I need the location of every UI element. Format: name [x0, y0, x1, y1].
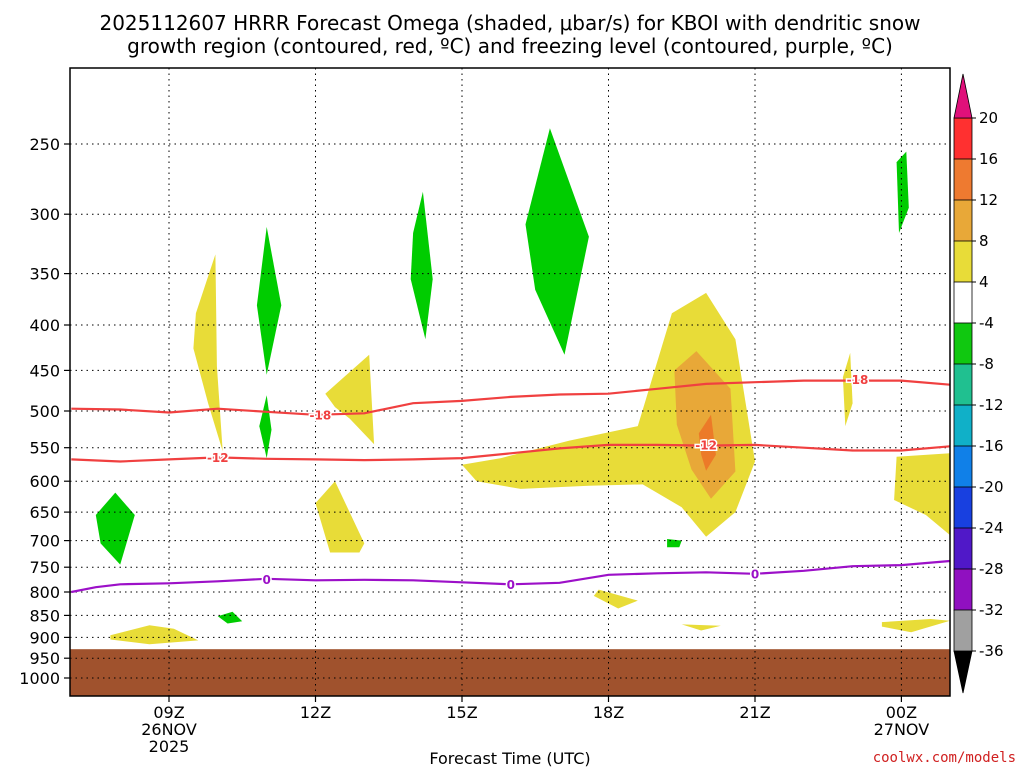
x-tick-label-18Z: 18Z [593, 703, 624, 722]
colorbar-top-arrow [953, 73, 973, 119]
colorbar-segment-7 [953, 404, 973, 447]
colorbar-segment-6 [953, 363, 973, 406]
colorbar-segment-8 [953, 445, 973, 488]
y-axis-ticks: 250 300 350 400 450 500 550 600 650 700 750 800 850 9… [19, 135, 70, 688]
contour-lines [71, 379, 951, 594]
contour-labels: -18 -18 -12 -12 0 0 0 [205, 372, 869, 594]
colorbar: 20 16 12 8 4 -4 -8 -12 -16 -20 -24 -28 -32 -36 [953, 73, 1004, 694]
x-tick-label-15Z: 15Z [446, 703, 477, 722]
omega-region-green-15 [525, 128, 589, 355]
colorbar-label-0: 20 [979, 109, 998, 127]
colorbar-label-4: 4 [979, 273, 989, 291]
y-tick-label-850: 850 [29, 606, 60, 625]
omega-region-yellow-5 [593, 589, 638, 609]
omega-region-yellow-3 [315, 481, 365, 553]
omega-region-green-14 [410, 191, 433, 340]
omega-region-green-12 [256, 226, 282, 375]
colorbar-bottom-arrow [953, 650, 973, 694]
colorbar-label-8: -16 [979, 437, 1004, 455]
y-tick-label-300: 300 [29, 205, 60, 224]
plot-area-background [70, 68, 950, 696]
omega-region-yellow-9 [881, 619, 950, 633]
y-tick-label-900: 900 [29, 628, 60, 647]
x-tick-year-09Z: 2025 [149, 737, 190, 756]
colorbar-segment-11 [953, 568, 973, 611]
omega-region-yellow-2 [325, 354, 375, 445]
plot-frame [69, 67, 951, 697]
colorbar-label-7: -12 [979, 396, 1004, 414]
colorbar-label-9: -20 [979, 478, 1004, 496]
colorbar-label-2: 12 [979, 191, 998, 209]
y-tick-label-250: 250 [29, 135, 60, 154]
colorbar-segment-10 [953, 527, 973, 570]
omega-region-yellow-7 [842, 352, 853, 427]
contour-line-0 [71, 379, 951, 416]
contour-label-2-2: 0 [751, 567, 759, 581]
y-tick-label-1000: 1000 [19, 669, 60, 688]
chart-title-line-1: 2025112607 HRRR Forecast Omega (shaded, … [99, 11, 920, 35]
ground-fill [70, 649, 950, 696]
omega-region-green-16 [95, 492, 135, 565]
colorbar-segment-12 [953, 609, 973, 652]
omega-region-yellow-1 [110, 625, 199, 645]
omega-region-orange-11 [698, 414, 716, 471]
contour-label-2-0: 0 [263, 573, 271, 587]
colorbar-segment-9 [953, 486, 973, 529]
y-tick-label-650: 650 [29, 503, 60, 522]
colorbar-segment-0 [953, 117, 973, 160]
omega-region-yellow-0 [193, 254, 223, 452]
colorbar-label-13: -36 [979, 642, 1004, 660]
colorbar-label-6: -8 [979, 355, 994, 373]
contour-label-2-1: 0 [507, 578, 515, 592]
contour-label-0-0: -18 [310, 408, 332, 422]
contour-line-2 [71, 559, 951, 594]
y-tick-label-600: 600 [29, 472, 60, 491]
x-tick-date-09Z: 26NOV [141, 720, 197, 739]
omega-shaded-regions [95, 128, 950, 645]
contour-label-0-1: -18 [847, 373, 869, 387]
x-tick-date-00Z: 27NOV [874, 720, 930, 739]
y-tick-label-950: 950 [29, 649, 60, 668]
omega-region-green-17 [217, 611, 243, 624]
y-tick-label-400: 400 [29, 316, 60, 335]
omega-region-yellow-8 [894, 453, 950, 536]
colorbar-label-3: 8 [979, 232, 989, 250]
y-tick-label-800: 800 [29, 583, 60, 602]
contour-label-1-1: -12 [695, 438, 717, 452]
grid-lines [70, 68, 950, 696]
y-tick-label-550: 550 [29, 439, 60, 458]
omega-region-green-19 [896, 151, 909, 233]
colorbar-label-11: -28 [979, 560, 1004, 578]
y-tick-label-700: 700 [29, 532, 60, 551]
colorbar-segment-2 [953, 199, 973, 242]
colorbar-segment-4 [953, 281, 973, 324]
contour-label-1-0: -12 [207, 451, 229, 465]
x-tick-label-12Z: 12Z [300, 703, 331, 722]
colorbar-segment-1 [953, 158, 973, 201]
colorbar-segment-5 [953, 322, 973, 365]
x-tick-label-21Z: 21Z [739, 703, 770, 722]
colorbar-segment-3 [953, 240, 973, 283]
y-tick-label-500: 500 [29, 402, 60, 421]
colorbar-label-10: -24 [979, 519, 1004, 537]
colorbar-label-12: -32 [979, 601, 1004, 619]
chart-title-line-2: growth region (contoured, red, ºC) and f… [127, 34, 893, 58]
x-tick-label-00Z: 00Z [886, 703, 917, 722]
x-axis-label: Forecast Time (UTC) [429, 749, 590, 768]
omega-region-yellow-4 [462, 292, 755, 537]
ground-layer [70, 649, 950, 696]
credit-text: coolwx.com/models [873, 750, 1016, 766]
omega-region-yellow-6 [681, 624, 721, 631]
contour-line-1 [71, 443, 951, 463]
y-tick-label-750: 750 [29, 558, 60, 577]
colorbar-label-5: -4 [979, 314, 994, 332]
x-tick-label-09Z: 09Z [153, 703, 184, 722]
y-tick-label-450: 450 [29, 361, 60, 380]
colorbar-label-1: 16 [979, 150, 998, 168]
y-tick-label-350: 350 [29, 265, 60, 284]
